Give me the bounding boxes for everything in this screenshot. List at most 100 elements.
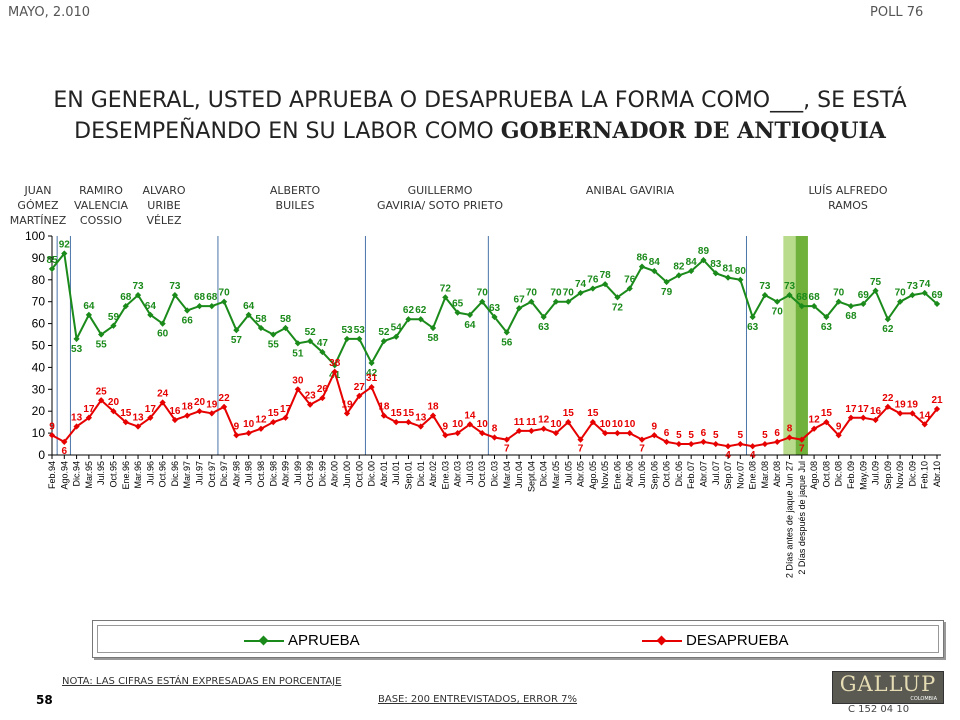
y-tick-label: 70 — [32, 295, 46, 309]
data-label-desaprueba: 10 — [624, 419, 636, 430]
data-label-aprueba: 58 — [427, 333, 439, 344]
x-tick-label: Jul.03 — [465, 461, 475, 485]
data-label-desaprueba: 5 — [688, 430, 694, 441]
data-label-desaprueba: 13 — [415, 413, 427, 424]
title-line2-bold: GOBERNADOR DE ANTIOQUIA — [500, 118, 886, 144]
data-point-aprueba — [589, 285, 596, 292]
data-label-desaprueba: 6 — [664, 428, 670, 439]
x-tick-label: Dic.01 — [416, 461, 426, 487]
data-label-aprueba: 72 — [440, 283, 452, 294]
data-point-aprueba — [61, 250, 68, 257]
data-label-aprueba: 53 — [341, 325, 353, 336]
data-label-desaprueba: 9 — [652, 421, 658, 432]
title-line1: EN GENERAL, USTED APRUEBA O DESAPRUEBA L… — [53, 88, 907, 113]
data-point-aprueba — [368, 359, 375, 367]
data-point-aprueba — [196, 302, 203, 310]
data-label-desaprueba: 16 — [169, 406, 181, 417]
data-point-desaprueba — [245, 429, 252, 437]
data-point-desaprueba — [294, 386, 301, 393]
data-label-aprueba: 42 — [366, 368, 378, 379]
data-point-aprueba — [724, 274, 732, 281]
x-tick-label: Nov.07 — [735, 461, 745, 489]
data-point-aprueba — [380, 338, 387, 345]
x-tick-label: Jul.97 — [195, 461, 205, 485]
data-point-desaprueba — [491, 434, 498, 441]
data-point-desaprueba — [405, 419, 412, 426]
data-point-aprueba — [602, 281, 609, 288]
data-label-desaprueba: 15 — [821, 408, 833, 419]
x-tick-label: Jul.01 — [391, 461, 401, 485]
x-tick-label: Ene.06 — [612, 461, 622, 490]
data-label-aprueba: 47 — [317, 338, 329, 349]
data-point-aprueba — [282, 324, 289, 332]
data-point-desaprueba — [921, 421, 928, 428]
data-point-aprueba — [700, 256, 707, 264]
legend-label-aprueba: APRUEBA — [288, 632, 360, 649]
y-tick-label: 50 — [32, 339, 46, 353]
data-point-aprueba — [491, 313, 498, 321]
data-point-desaprueba — [417, 423, 424, 430]
x-tick-label: Sep.07 — [723, 461, 733, 490]
data-point-desaprueba — [393, 419, 400, 426]
x-tick-label: Jun.06 — [637, 461, 647, 488]
data-point-desaprueba — [540, 425, 547, 432]
data-point-aprueba — [737, 276, 744, 283]
period-label-alberto: ALBERTO BUILES — [269, 184, 321, 212]
data-label-aprueba: 55 — [96, 340, 108, 351]
data-label-aprueba: 63 — [489, 303, 501, 314]
x-tick-label: Abr.08 — [772, 461, 782, 487]
data-label-aprueba: 70 — [219, 288, 231, 299]
data-label-aprueba: 64 — [243, 301, 255, 312]
data-label-aprueba: 84 — [686, 257, 698, 268]
data-label-aprueba: 68 — [796, 292, 808, 303]
survey-date: MAYO, 2.010 — [8, 5, 91, 20]
data-point-desaprueba — [208, 410, 215, 417]
data-label-desaprueba: 20 — [108, 397, 120, 408]
x-tick-label: Abr.01 — [379, 461, 389, 487]
data-label-desaprueba: 26 — [317, 384, 329, 395]
data-label-aprueba: 63 — [821, 322, 833, 333]
data-label-desaprueba: 10 — [550, 419, 562, 430]
logo-text: GALLUP — [839, 672, 937, 696]
data-label-desaprueba: 5 — [738, 430, 744, 441]
x-tick-label: Ago.94 — [59, 461, 69, 490]
data-label-desaprueba: 5 — [676, 430, 682, 441]
data-label-aprueba: 73 — [132, 281, 144, 292]
data-point-desaprueba — [724, 443, 732, 450]
data-point-aprueba — [331, 362, 338, 369]
data-label-aprueba: 75 — [870, 277, 882, 288]
data-point-desaprueba — [466, 421, 474, 428]
x-tick-label: Ene.96 — [121, 461, 131, 490]
x-tick-label: Mar.05 — [551, 461, 561, 489]
data-label-desaprueba: 7 — [799, 444, 805, 455]
footnote: NOTA: LAS CIFRAS ESTÁN EXPRESADAS EN POR… — [62, 676, 342, 687]
data-point-aprueba — [294, 340, 301, 347]
data-label-desaprueba: 21 — [931, 395, 943, 406]
x-tick-label: 2 Días después de jaque Jul — [797, 461, 807, 575]
data-label-aprueba: 85 — [46, 255, 58, 266]
legend-line-desaprueba — [642, 635, 682, 645]
data-label-desaprueba: 15 — [120, 408, 132, 419]
data-point-desaprueba — [872, 416, 879, 424]
data-point-desaprueba — [749, 443, 756, 450]
data-point-desaprueba — [589, 419, 596, 426]
data-point-desaprueba — [823, 419, 830, 426]
data-label-aprueba: 62 — [403, 305, 415, 316]
data-label-desaprueba: 10 — [477, 419, 489, 430]
data-point-aprueba — [503, 329, 510, 336]
approval-chart: 0 10 20 30 40 50 60 70 80 90 100 Feb.94 Ago.94 Dic.94… — [25, 229, 943, 578]
data-label-aprueba: 76 — [624, 275, 636, 286]
data-label-aprueba: 55 — [268, 340, 280, 351]
period-label-juan: JUAN GÓMEZ MARTÍNEZ — [9, 184, 67, 227]
y-tick-label: 90 — [32, 251, 46, 265]
data-label-aprueba: 63 — [747, 322, 759, 333]
data-label-desaprueba: 18 — [427, 402, 439, 413]
chart-legend: APRUEBA DESAPRUEBA — [92, 620, 944, 658]
data-point-desaprueba — [319, 394, 326, 402]
data-label-desaprueba: 22 — [219, 393, 231, 404]
highlight-band-after — [795, 236, 808, 455]
x-tick-label: Dic.06 — [674, 461, 684, 487]
x-tick-label: Oct.96 — [158, 461, 168, 488]
data-label-desaprueba: 15 — [403, 408, 415, 419]
data-point-desaprueba — [442, 432, 449, 439]
